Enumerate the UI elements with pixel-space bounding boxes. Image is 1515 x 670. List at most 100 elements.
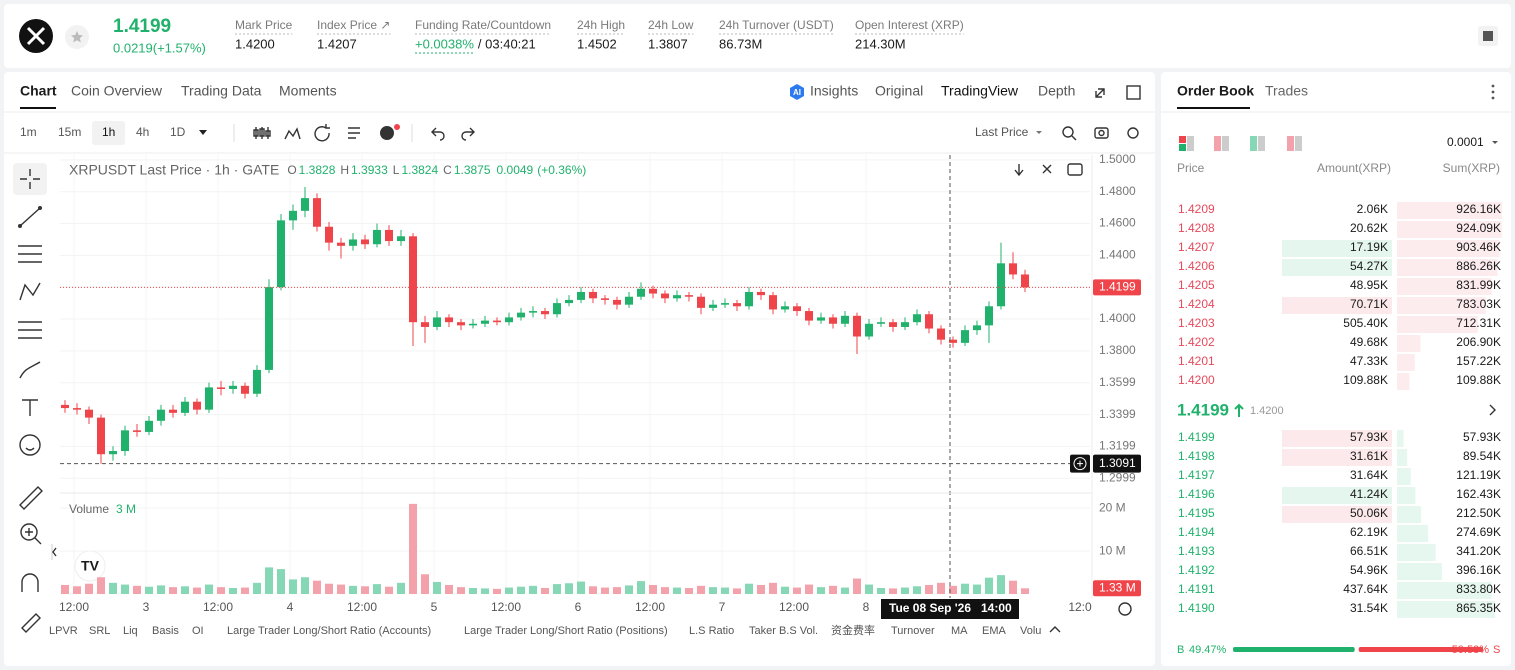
- indicator-tab[interactable]: L.S Ratio: [689, 625, 734, 637]
- volume-bar: [769, 582, 777, 594]
- depth-bar: [1397, 221, 1502, 238]
- view-tab[interactable]: Insights: [810, 83, 858, 99]
- candle-body: [157, 409, 165, 421]
- mark-price: 1.4200: [1250, 405, 1284, 417]
- stat-label: 24h Turnover (USDT): [719, 18, 834, 32]
- candle-body: [397, 236, 405, 242]
- volume-bar: [469, 587, 477, 594]
- indicator-tab[interactable]: Large Trader Long/Short Ratio (Positions…: [464, 625, 668, 637]
- depth-bar: [1397, 506, 1422, 523]
- legend-change_pct: (+0.36%): [537, 163, 586, 177]
- indicator-tab[interactable]: MA: [951, 625, 968, 637]
- book-tab[interactable]: Trades: [1265, 83, 1308, 99]
- volume-bar: [637, 581, 645, 594]
- book-price[interactable]: 1.4208: [1178, 221, 1215, 235]
- volume-bar: [97, 577, 105, 594]
- candle-body: [733, 303, 741, 307]
- legend-c: 1.3875: [454, 163, 491, 177]
- indicator-tab[interactable]: 资金费率: [831, 623, 875, 637]
- crosshair-date: Tue 08 Sep '26: [889, 601, 971, 615]
- y-tick-label: 1.4800: [1099, 184, 1136, 198]
- volume-bar: [805, 584, 813, 594]
- book-price[interactable]: 1.4196: [1178, 487, 1215, 501]
- candle-body: [901, 322, 909, 327]
- view-tab[interactable]: Depth: [1038, 83, 1075, 99]
- book-price[interactable]: 1.4206: [1178, 259, 1215, 273]
- book-price[interactable]: 1.4193: [1178, 544, 1215, 558]
- book-price[interactable]: 1.4195: [1178, 506, 1215, 520]
- book-price[interactable]: 1.4200: [1178, 373, 1215, 387]
- interval[interactable]: 1h: [102, 125, 115, 139]
- volume-bar: [157, 585, 165, 594]
- volume-bar: [877, 587, 885, 594]
- book-price[interactable]: 1.4199: [1178, 430, 1215, 444]
- book-price[interactable]: 1.4204: [1178, 297, 1215, 311]
- indicator-tab[interactable]: SRL: [89, 625, 110, 637]
- view-tab[interactable]: Original: [875, 83, 923, 99]
- book-tab[interactable]: Order Book: [1177, 83, 1254, 99]
- indicator-tab[interactable]: Large Trader Long/Short Ratio (Accounts): [227, 625, 431, 637]
- candle-body: [301, 198, 309, 211]
- y-tick-label: 1.2999: [1099, 470, 1136, 484]
- volume-bar: [985, 577, 993, 594]
- indicator-tab[interactable]: OI: [192, 625, 204, 637]
- indicator-tab[interactable]: Turnover: [891, 625, 935, 637]
- interval[interactable]: 15m: [58, 125, 81, 139]
- y-tick-label: 1.3199: [1099, 439, 1136, 453]
- y-tick-label: 1.3599: [1099, 375, 1136, 389]
- precision[interactable]: 0.0001: [1447, 135, 1484, 149]
- book-sum: 206.90K: [1456, 335, 1501, 349]
- book-price[interactable]: 1.4203: [1178, 316, 1215, 330]
- x-tick-label: 12:0: [1068, 600, 1092, 614]
- x-tick-label: 6: [575, 600, 582, 614]
- tab[interactable]: Coin Overview: [71, 83, 163, 99]
- volume-bar: [529, 585, 537, 594]
- last-price: 1.4199: [113, 16, 171, 37]
- depth-bar: [1397, 335, 1421, 352]
- book-price[interactable]: 1.4209: [1178, 202, 1215, 216]
- volume-bar: [217, 587, 225, 594]
- dropdown-caret: [199, 130, 207, 135]
- book-price[interactable]: 1.4207: [1178, 240, 1215, 254]
- view-tab[interactable]: TradingView: [941, 83, 1019, 99]
- book-price[interactable]: 1.4205: [1178, 278, 1215, 292]
- volume-bar: [997, 575, 1005, 594]
- candle-body: [745, 291, 753, 307]
- book-sum: 833.80K: [1456, 582, 1501, 596]
- indicator-tab[interactable]: EMA: [982, 625, 1007, 637]
- candle-body: [481, 320, 489, 324]
- candle-body: [817, 317, 825, 321]
- book-amount: 31.61K: [1350, 449, 1388, 463]
- book-price[interactable]: 1.4198: [1178, 449, 1215, 463]
- price-source[interactable]: Last Price: [975, 125, 1029, 139]
- interval[interactable]: 1D: [170, 125, 186, 139]
- indicator-tab[interactable]: Taker B.S Vol.: [749, 625, 818, 637]
- tab[interactable]: Moments: [279, 83, 337, 99]
- volume-bar: [781, 586, 789, 594]
- volume-bar: [577, 581, 585, 594]
- candle-body: [937, 328, 945, 340]
- volume-bar: [733, 588, 741, 594]
- book-price[interactable]: 1.4191: [1178, 582, 1215, 596]
- volume-bar: [73, 586, 81, 594]
- book-price[interactable]: 1.4201: [1178, 354, 1215, 368]
- indicator-tab[interactable]: Volu: [1020, 625, 1041, 637]
- book-price[interactable]: 1.4192: [1178, 563, 1215, 577]
- depth-bar: [1397, 278, 1492, 295]
- tab[interactable]: Trading Data: [181, 83, 262, 99]
- indicator-tab[interactable]: Basis: [152, 625, 179, 637]
- volume-bar: [109, 582, 117, 594]
- interval[interactable]: 4h: [136, 125, 149, 139]
- candle-body: [709, 304, 717, 308]
- interval[interactable]: 1m: [20, 125, 37, 139]
- tab[interactable]: Chart: [20, 83, 57, 99]
- volume-bar: [565, 583, 573, 594]
- indicator-tab[interactable]: Liq: [123, 625, 138, 637]
- book-price[interactable]: 1.4197: [1178, 468, 1215, 482]
- star-icon: [71, 31, 83, 43]
- book-price[interactable]: 1.4194: [1178, 525, 1215, 539]
- book-price[interactable]: 1.4190: [1178, 601, 1215, 615]
- indicator-tab[interactable]: LPVR: [49, 625, 78, 637]
- book-price[interactable]: 1.4202: [1178, 335, 1215, 349]
- candle-body: [217, 387, 225, 389]
